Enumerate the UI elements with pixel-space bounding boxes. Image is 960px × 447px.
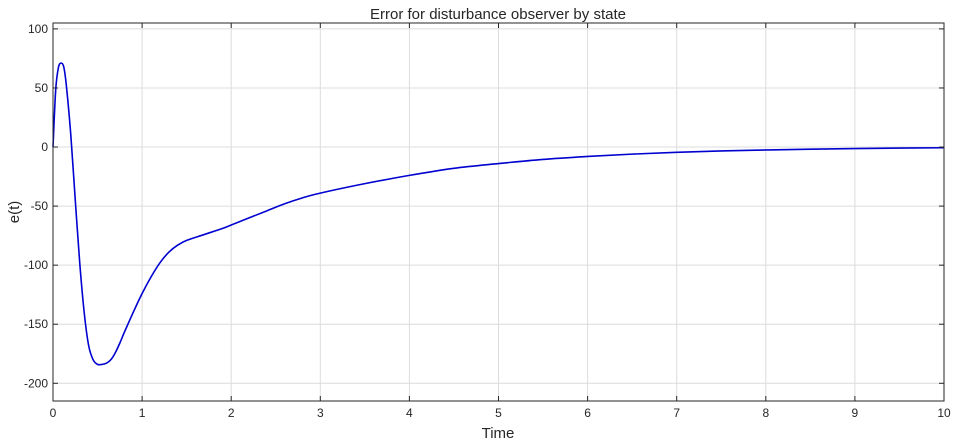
x-tick-label: 5	[495, 406, 502, 420]
y-tick-label: 50	[35, 81, 49, 95]
y-tick-label: 0	[41, 140, 48, 154]
x-tick-label: 10	[937, 406, 951, 420]
data-layer	[52, 62, 945, 366]
y-tick-label: -150	[24, 317, 48, 331]
y-tick-label: 100	[28, 22, 48, 36]
ticks: 0 1 2 3 4 5 6 7 8 9 10 100 50 0 -50 -100 -150 -200	[24, 22, 951, 420]
x-tick-label: 8	[762, 406, 769, 420]
x-tick-label: 1	[139, 406, 146, 420]
x-tick-label: 0	[50, 406, 57, 420]
x-tick-label: 4	[406, 406, 413, 420]
chart-title: Error for disturbance observer by state	[370, 6, 626, 23]
y-axis-title: e(t)	[6, 201, 23, 224]
y-tick-label: -50	[31, 199, 49, 213]
x-tick-label: 9	[852, 406, 859, 420]
y-tick-label: -200	[24, 376, 48, 390]
x-tick-label: 3	[317, 406, 324, 420]
x-tick-label: 6	[584, 406, 591, 420]
x-tick-label: 7	[673, 406, 680, 420]
x-tick-label: 2	[228, 406, 235, 420]
grid	[52, 23, 945, 401]
series-line	[52, 62, 945, 366]
x-axis-title: Time	[482, 425, 515, 442]
y-tick-label: -100	[24, 258, 48, 272]
